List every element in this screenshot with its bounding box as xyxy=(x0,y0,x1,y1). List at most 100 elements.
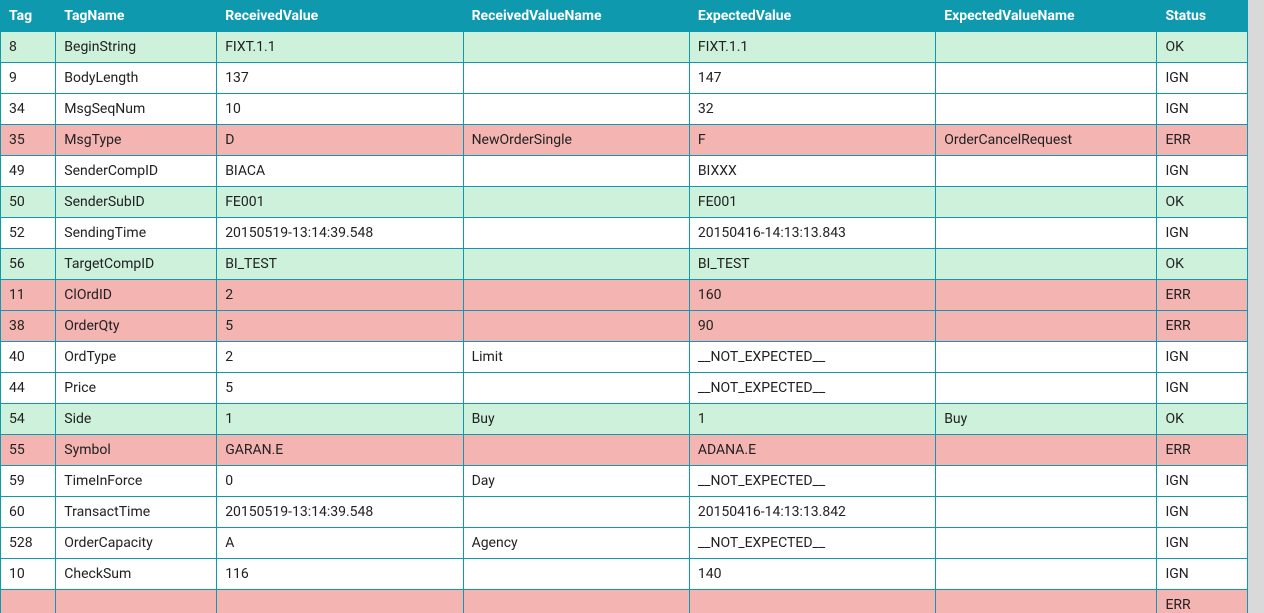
cell-tagname: SenderSubID xyxy=(56,187,217,218)
col-header-status[interactable]: Status xyxy=(1157,1,1248,32)
cell-status: ERR xyxy=(1157,280,1248,311)
cell-receivedvaluename xyxy=(463,63,689,94)
cell-receivedvaluename xyxy=(463,249,689,280)
cell-receivedvaluename xyxy=(463,435,689,466)
cell-tagname: OrderCapacity xyxy=(56,528,217,559)
table-row[interactable]: 528OrderCapacityAAgency__NOT_EXPECTED__ I… xyxy=(1,528,1248,559)
cell-status: IGN xyxy=(1157,466,1248,497)
cell-tagname: BeginString xyxy=(56,32,217,63)
cell-expectedvaluename: OrderCancelRequest xyxy=(936,125,1157,156)
cell-expectedvaluename xyxy=(936,435,1157,466)
cell-receivedvalue: 2 xyxy=(217,342,463,373)
table-row[interactable]: 40OrdType2Limit__NOT_EXPECTED__IGN xyxy=(1,342,1248,373)
cell-status: ERR xyxy=(1157,590,1248,613)
table-row[interactable]: 10CheckSum116140IGN xyxy=(1,559,1248,590)
cell-status: ERR xyxy=(1157,311,1248,342)
cell-expectedvalue: 147 xyxy=(689,63,935,94)
table-row[interactable]: 49SenderCompIDBIACABIXXXIGN xyxy=(1,156,1248,187)
table-row[interactable]: 54Side1Buy1BuyOK xyxy=(1,404,1248,435)
cell-status: IGN xyxy=(1157,63,1248,94)
cell-tag: 40 xyxy=(1,342,56,373)
cell-tagname: OrdType xyxy=(56,342,217,373)
cell-expectedvalue xyxy=(689,590,935,613)
cell-status: IGN xyxy=(1157,373,1248,404)
cell-tag: 50 xyxy=(1,187,56,218)
table-row[interactable]: 56TargetCompIDBI_TESTBI_TESTOK xyxy=(1,249,1248,280)
cell-expectedvalue: 160 xyxy=(689,280,935,311)
cell-tag: 10 xyxy=(1,559,56,590)
table-row[interactable]: 59TimeInForce0Day__NOT_EXPECTED__IGN xyxy=(1,466,1248,497)
cell-receivedvalue: 1 xyxy=(217,404,463,435)
cell-tag: 38 xyxy=(1,311,56,342)
col-header-tag[interactable]: Tag xyxy=(1,1,56,32)
cell-receivedvalue: BIACA xyxy=(217,156,463,187)
cell-receivedvaluename xyxy=(463,280,689,311)
cell-tagname: Symbol xyxy=(56,435,217,466)
cell-tag: 49 xyxy=(1,156,56,187)
cell-tag: 11 xyxy=(1,280,56,311)
cell-receivedvaluename xyxy=(463,218,689,249)
cell-tag: 35 xyxy=(1,125,56,156)
cell-expectedvalue: 1 xyxy=(689,404,935,435)
table-row[interactable]: 9BodyLength137 147 IGN xyxy=(1,63,1248,94)
cell-tag: 528 xyxy=(1,528,56,559)
cell-expectedvaluename xyxy=(936,32,1157,63)
cell-receivedvaluename: Agency xyxy=(463,528,689,559)
cell-receivedvalue: FIXT.1.1 xyxy=(217,32,463,63)
table-row[interactable]: 52SendingTime20150519-13:14:39.548201504… xyxy=(1,218,1248,249)
cell-tagname: OrderQty xyxy=(56,311,217,342)
table-body: 8BeginStringFIXT.1.1FIXT.1.1OK9BodyLengt… xyxy=(1,32,1248,613)
table-row[interactable]: 44Price5__NOT_EXPECTED__IGN xyxy=(1,373,1248,404)
col-header-tagname[interactable]: TagName xyxy=(56,1,217,32)
cell-expectedvalue: 140 xyxy=(689,559,935,590)
col-header-receivedvaluename[interactable]: ReceivedValueName xyxy=(463,1,689,32)
col-header-receivedvalue[interactable]: ReceivedValue xyxy=(217,1,463,32)
cell-status: IGN xyxy=(1157,218,1248,249)
table-row[interactable]: 38OrderQty590ERR xyxy=(1,311,1248,342)
cell-expectedvalue: __NOT_EXPECTED__ xyxy=(689,528,935,559)
cell-expectedvalue: __NOT_EXPECTED__ xyxy=(689,373,935,404)
table-row[interactable]: 8BeginStringFIXT.1.1FIXT.1.1OK xyxy=(1,32,1248,63)
cell-status: OK xyxy=(1157,404,1248,435)
cell-status: OK xyxy=(1157,187,1248,218)
cell-tagname: TimeInForce xyxy=(56,466,217,497)
cell-receivedvalue: 20150519-13:14:39.548 xyxy=(217,218,463,249)
cell-expectedvalue: ADANA.E xyxy=(689,435,935,466)
cell-expectedvaluename xyxy=(936,311,1157,342)
cell-tag: 9 xyxy=(1,63,56,94)
cell-expectedvalue: F xyxy=(689,125,935,156)
cell-receivedvaluename xyxy=(463,187,689,218)
cell-tagname: TargetCompID xyxy=(56,249,217,280)
cell-status: IGN xyxy=(1157,559,1248,590)
table-row[interactable]: 60TransactTime20150519-13:14:39.54820150… xyxy=(1,497,1248,528)
cell-expectedvaluename xyxy=(936,497,1157,528)
table-row[interactable]: 11ClOrdID2160ERR xyxy=(1,280,1248,311)
cell-status: IGN xyxy=(1157,528,1248,559)
cell-status: OK xyxy=(1157,249,1248,280)
cell-receivedvaluename xyxy=(463,590,689,613)
table-row[interactable]: 55SymbolGARAN.EADANA.EERR xyxy=(1,435,1248,466)
cell-status: OK xyxy=(1157,32,1248,63)
table-row[interactable]: 35MsgTypeDNewOrderSingleFOrderCancelRequ… xyxy=(1,125,1248,156)
cell-expectedvaluename xyxy=(936,590,1157,613)
cell-receivedvalue: 5 xyxy=(217,311,463,342)
table-row[interactable]: 34MsgSeqNum1032IGN xyxy=(1,94,1248,125)
cell-receivedvalue: D xyxy=(217,125,463,156)
cell-expectedvaluename xyxy=(936,559,1157,590)
cell-receivedvalue: A xyxy=(217,528,463,559)
cell-receivedvalue: 137 xyxy=(217,63,463,94)
cell-tagname: BodyLength xyxy=(56,63,217,94)
cell-tagname xyxy=(56,590,217,613)
cell-receivedvalue: FE001 xyxy=(217,187,463,218)
cell-receivedvaluename xyxy=(463,559,689,590)
col-header-expectedvaluename[interactable]: ExpectedValueName xyxy=(936,1,1157,32)
cell-receivedvalue xyxy=(217,590,463,613)
cell-expectedvaluename xyxy=(936,342,1157,373)
cell-receivedvaluename xyxy=(463,156,689,187)
cell-receivedvaluename xyxy=(463,311,689,342)
cell-expectedvalue: __NOT_EXPECTED__ xyxy=(689,342,935,373)
table-row[interactable]: ERR xyxy=(1,590,1248,613)
col-header-expectedvalue[interactable]: ExpectedValue xyxy=(689,1,935,32)
cell-tagname: TransactTime xyxy=(56,497,217,528)
table-row[interactable]: 50SenderSubIDFE001FE001OK xyxy=(1,187,1248,218)
